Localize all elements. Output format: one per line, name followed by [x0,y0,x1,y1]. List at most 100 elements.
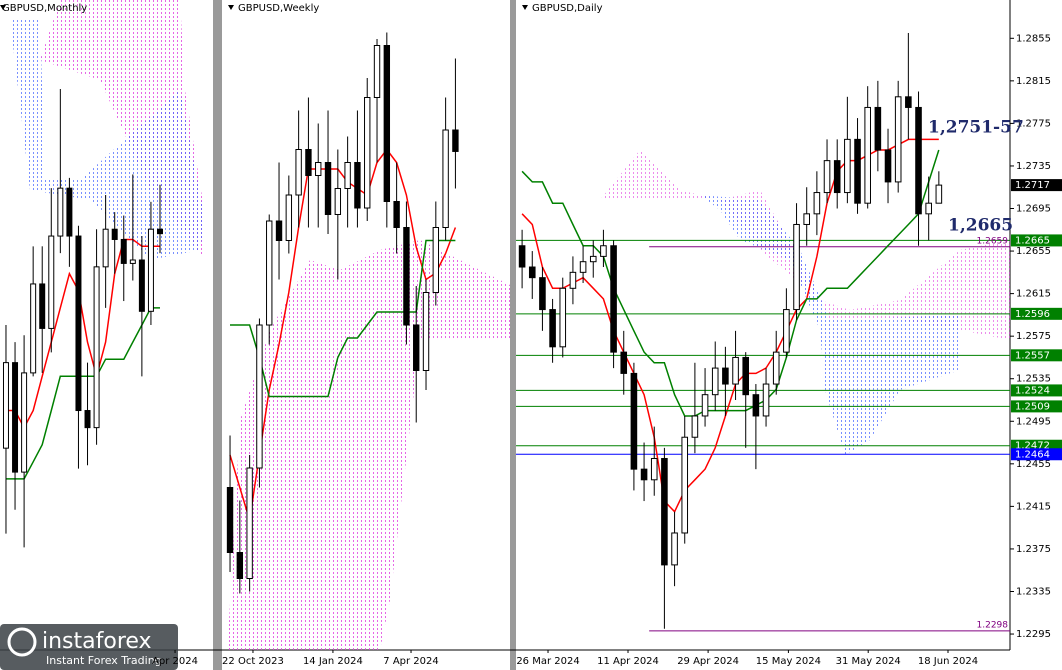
candle-body [803,213,811,225]
candle-body [334,188,342,215]
price-label: 1.2509 [1015,401,1050,412]
y-tick-label: 1.2615 [1016,289,1051,300]
candle-body [722,367,729,385]
candle-body [452,129,459,152]
price-label-box [1011,384,1062,397]
candle-body [742,356,750,396]
candle-body [610,245,617,353]
x-tick-label: 14 Jan 2024 [303,656,363,667]
y-tick-label: 1.2575 [1016,331,1051,342]
candle-body [539,277,546,311]
candle-body [354,162,361,209]
candle-body [236,552,244,579]
candle-body [305,149,312,176]
price-label-box [1011,307,1062,320]
candle-body [589,255,597,263]
candle-body [373,45,381,98]
y-tick-label: 1.2495 [1016,416,1051,427]
candle-body [813,192,821,215]
candle-body [711,367,719,396]
candle-body [854,138,861,204]
logo: instaforex Instant Forex Trading [0,624,178,670]
y-tick-label: 1.2855 [1016,33,1051,44]
indicator-line [6,238,160,430]
x-tick-label: 7 Apr 2024 [383,656,438,667]
candle-body [66,187,73,237]
y-tick-label: 1.2775 [1016,118,1051,129]
candle-body [57,187,64,237]
candle-body [783,309,790,353]
logo-background [0,624,178,670]
y-tick-label: 1.2335 [1016,586,1051,597]
candle-body [661,458,668,566]
candle-body [833,160,841,194]
x-tick-label: 29 Apr 2024 [677,656,739,667]
candle-body [518,245,526,268]
candle-body [157,228,163,235]
candle-body [266,220,273,326]
candle-body [915,106,922,215]
candle-body [432,227,440,293]
candle-body [549,309,556,348]
chart-title: GBPUSD,Daily [532,3,603,14]
annotation: 1,2751-57 [928,118,1024,138]
y-tick-label: 1.2815 [1016,76,1051,87]
candle-body [75,235,82,412]
indicator-line [230,239,456,398]
candle-body [884,149,892,183]
price-label: 1.2298 [977,620,1009,630]
candle-body [129,259,136,264]
candle-body [640,468,648,481]
candle-body [48,235,55,329]
logo-tagline: Instant Forex Trading [46,654,162,667]
x-tick-label: 22 Oct 2023 [222,656,284,667]
candle-body [21,372,28,473]
cloud [228,240,510,650]
candle-body [864,106,871,204]
candle-body [528,266,536,279]
candle-body [772,351,780,385]
candle-body [874,106,882,151]
candle-body [823,160,831,194]
candle-body [905,96,912,108]
candle-body [93,266,100,429]
candle-body [383,45,391,202]
candle-body [403,227,410,326]
price-label: 1.2472 [1015,441,1050,452]
title-marker [522,5,528,10]
candle-body [246,467,253,579]
candle-body [111,228,118,240]
candle-body [925,202,932,215]
candle-body [894,96,902,183]
y-tick-label: 1.2455 [1016,459,1051,470]
candle-body [762,383,770,417]
title-marker [228,5,234,10]
annotation: 1,2665 [948,216,1013,236]
candle-body [701,394,709,417]
price-label-box [1011,234,1062,247]
candle-body [147,228,154,312]
candle-body [650,458,658,481]
price-label-box [1011,349,1062,362]
x-tick-label: 18 Jun 2024 [918,656,978,667]
panel-separator [510,0,516,670]
title-marker [0,5,6,10]
candle-body [138,259,145,312]
y-tick-label: 1.2735 [1016,161,1051,172]
y-tick-label: 1.2535 [1016,374,1051,385]
candle-body [681,436,689,534]
candle-body [630,372,638,470]
x-tick-label: 31 May 2024 [836,656,901,667]
candle-body [275,220,283,241]
plot-area [226,32,459,594]
candle-body [422,292,430,371]
x-tick-label: 11 Apr 2024 [597,656,659,667]
x-tick-label: 26 Mar 2024 [516,656,579,667]
price-label: 1.2464 [1015,449,1050,460]
candle-body [559,287,567,348]
candle-body [844,138,851,194]
candle-body [569,271,577,289]
y-tick-label: 1.2415 [1016,501,1051,512]
candle-body [84,410,91,429]
